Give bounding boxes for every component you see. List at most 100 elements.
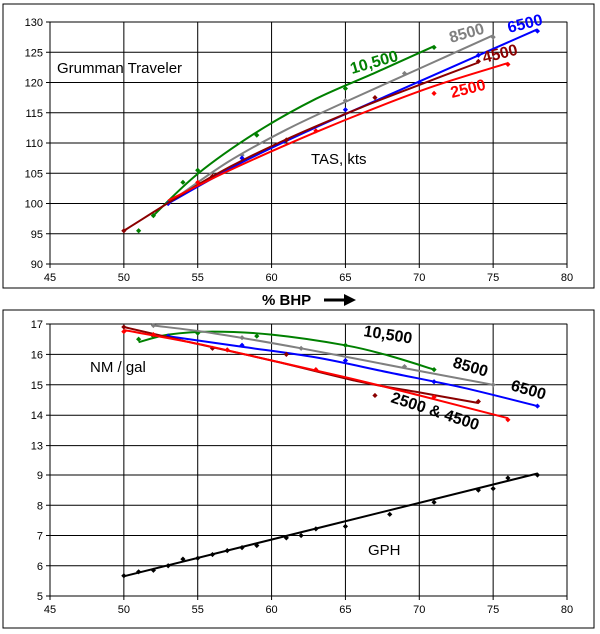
chart-title-annotation: Grumman Traveler: [57, 60, 182, 77]
bottom-data-point-gph: [283, 535, 289, 541]
top-y-tick-label: 125: [25, 47, 43, 59]
bottom-data-point-2500-4500-2500: [224, 347, 230, 353]
bottom-y-tick-label: 17: [31, 319, 43, 331]
top-data-point-8500: [342, 98, 349, 104]
bottom-data-point-6500: [431, 379, 437, 385]
bottom-data-point-gph: [150, 567, 156, 573]
bottom-data-point-gph: [431, 499, 437, 505]
top-data-point-10-500: [195, 167, 201, 173]
bottom-data-point-8500: [298, 345, 304, 351]
bottom-data-point-6500: [342, 357, 349, 364]
top-data-point-10-500: [254, 132, 260, 138]
top-series-line-8500: [167, 34, 494, 205]
bottom-data-point-2500-4500-4500: [283, 351, 289, 357]
top-data-point-2500: [195, 179, 201, 185]
bottom-x-tick-label: 45: [44, 604, 56, 616]
bottom-data-point-10-500: [136, 336, 142, 342]
bottom-data-point-gph: [195, 555, 201, 561]
top-data-point-6500: [534, 28, 541, 34]
gph-annotation: GPH: [368, 542, 401, 559]
tas-annotation: TAS, kts: [311, 151, 367, 168]
bottom-data-point-8500: [490, 382, 496, 388]
top-y-tick-label: 110: [25, 138, 43, 150]
bottom-data-point-gph: [224, 548, 230, 554]
bottom-data-point-8500: [401, 363, 408, 370]
bottom-y-tick-label: 8: [37, 500, 43, 512]
bottom-y-tick-label: 14: [31, 410, 43, 422]
bottom-x-tick-label: 50: [118, 604, 130, 616]
top-data-point-8500: [401, 70, 408, 77]
bottom-y-tick-label: 9: [37, 470, 43, 482]
top-data-point-8500: [490, 34, 496, 40]
bottom-data-point-8500: [239, 335, 245, 341]
bottom-data-point-6500: [534, 403, 541, 409]
top-data-point-6500: [342, 107, 349, 113]
bottom-y-tick-label: 6: [37, 561, 43, 573]
top-data-point-2500: [505, 61, 511, 67]
top-data-point-10-500: [431, 44, 437, 51]
top-data-point-6500: [475, 52, 481, 58]
bottom-data-point-gph: [298, 532, 304, 539]
bottom-data-point-2500-4500-4500: [475, 398, 481, 405]
bottom-x-tick-label: 60: [265, 604, 277, 616]
bottom-data-point-gph: [209, 551, 216, 558]
top-x-tick-label: 80: [561, 272, 573, 284]
top-series-line-2500: [167, 62, 509, 202]
top-plot-area: 90 95 100 105 110 115 120 125 130 45 50 55 60 65 70 75 8…: [25, 17, 573, 284]
bottom-data-point-gph: [121, 573, 127, 579]
top-x-tick-label: 60: [265, 272, 277, 284]
top-data-point-4500: [475, 58, 481, 64]
bottom-data-point-10-500: [254, 333, 260, 339]
bottom-data-point-gph: [165, 563, 171, 569]
bottom-x-tick-label: 75: [487, 604, 499, 616]
bottom-data-point-2500-4500-2500: [431, 394, 437, 400]
top-data-point-4500: [121, 228, 127, 234]
top-x-tick-label: 45: [44, 272, 56, 284]
bottom-y-tick-label: 13: [31, 441, 43, 453]
top-y-tick-label: 90: [31, 259, 43, 271]
bottom-data-point-10-500: [431, 367, 437, 373]
bottom-data-point-gph: [313, 526, 319, 532]
bottom-data-point-10-500: [342, 342, 349, 348]
bottom-y-tick-label: 15: [31, 380, 43, 392]
bottom-data-point-2500-4500-2500: [121, 329, 127, 335]
bottom-x-tick-label: 70: [413, 604, 425, 616]
bottom-data-point-gph: [475, 487, 481, 493]
top-x-tick-label: 50: [118, 272, 130, 284]
top-y-tick-label: 120: [25, 78, 43, 90]
bottom-series-line-8500: [153, 324, 494, 386]
bottom-data-point-2500-4500-2500: [505, 417, 511, 423]
top-y-tick-label: 105: [25, 168, 43, 180]
bottom-data-point-gph: [136, 569, 142, 575]
bottom-data-point-2500-4500-4500: [372, 392, 378, 399]
bottom-series-line-6500: [168, 335, 538, 408]
top-x-tick-label: 55: [192, 272, 204, 284]
top-data-point-10-500: [150, 213, 156, 219]
bottom-data-point-gph: [239, 545, 245, 551]
bottom-y-tick-label: 5: [37, 591, 43, 603]
top-x-tick-label: 65: [339, 272, 351, 284]
top-data-point-4500: [283, 137, 289, 143]
top-data-point-2500: [313, 128, 319, 134]
top-data-point-2500: [431, 90, 437, 96]
series-layer: [121, 28, 541, 579]
bottom-y-tick-label: 16: [31, 349, 43, 361]
bottom-data-point-gph: [505, 475, 511, 481]
top-x-tick-label: 70: [413, 272, 425, 284]
arrow-head-icon: [344, 294, 356, 306]
top-data-point-10-500: [342, 85, 349, 92]
bottom-data-point-gph: [180, 556, 186, 562]
bottom-data-point-gph: [387, 511, 393, 517]
x-axis-title: % BHP: [262, 292, 356, 309]
bottom-data-point-gph: [342, 523, 349, 530]
bottom-x-tick-label: 80: [561, 604, 573, 616]
top-data-point-4500: [372, 95, 378, 101]
top-x-tick-label: 75: [487, 272, 499, 284]
nm-per-gal-annotation: NM / gal: [90, 359, 146, 376]
top-y-tick-label: 100: [25, 199, 43, 211]
top-data-point-10-500: [180, 179, 186, 185]
bottom-data-point-gph: [534, 472, 541, 478]
top-y-tick-label: 130: [25, 17, 43, 29]
